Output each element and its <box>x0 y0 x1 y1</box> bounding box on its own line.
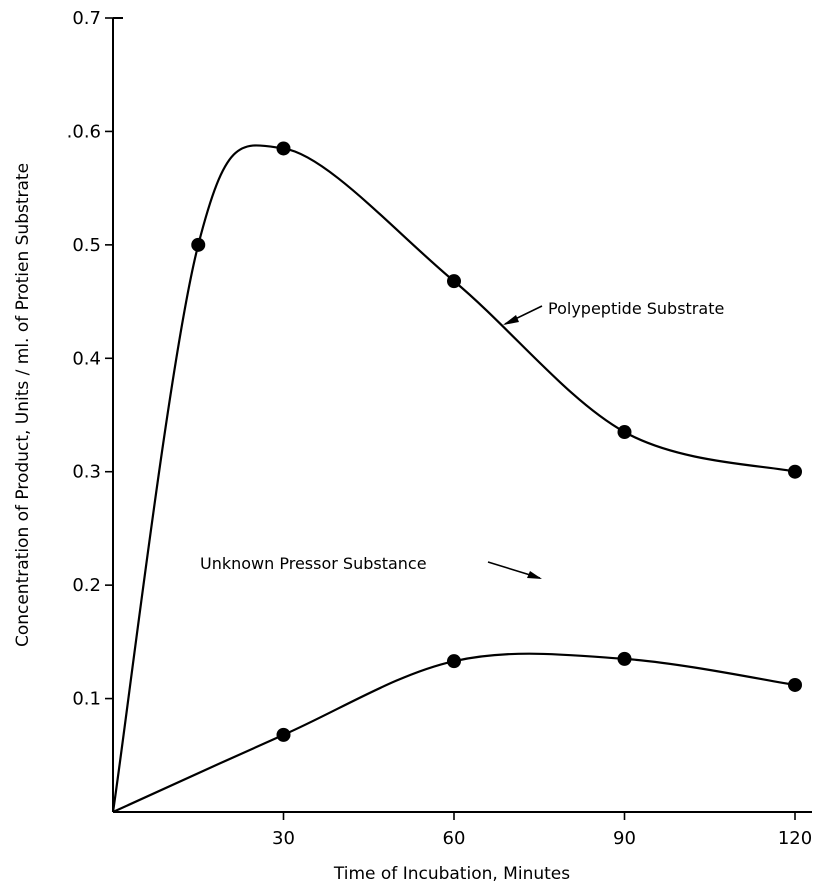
annotation-unknown-pressor-substance: Unknown Pressor Substance <box>200 554 427 573</box>
data-point-s1-2 <box>447 654 461 669</box>
annotation-arrowhead-unknown-pressor <box>527 571 542 579</box>
data-point-s0-2 <box>276 141 291 156</box>
data-point-s1-3 <box>617 651 632 666</box>
y-tick-label-0.6: .0.6 <box>67 121 101 142</box>
series-line-1 <box>112 652 796 814</box>
y-tick-label-0.2: 0.2 <box>72 575 101 596</box>
data-point-s0-3 <box>447 274 461 289</box>
data-point-s0-5 <box>788 464 802 479</box>
x-tick-label-60: 60 <box>443 828 466 849</box>
axes <box>112 17 812 813</box>
x-tick-label-120: 120 <box>778 828 812 849</box>
series-lines <box>111 144 796 814</box>
annotations: Polypeptide Substrate Unknown Pressor Su… <box>200 299 724 579</box>
data-point-s1-4 <box>788 677 802 692</box>
data-point-s1-1 <box>276 727 291 742</box>
series-line-0 <box>111 144 796 813</box>
y-tick-label-0.3: 0.3 <box>72 462 101 483</box>
y-tick-label-0.5: 0.5 <box>72 235 101 256</box>
y-tick-label-0.4: 0.4 <box>72 348 101 369</box>
y-tick-label-0.1: 0.1 <box>72 689 101 710</box>
y-tick-label-0.7: 0.7 <box>72 8 101 29</box>
y-axis-title: Concentration of Product, Units / ml. of… <box>13 163 33 647</box>
data-point-s0-4 <box>617 425 632 440</box>
ticks: 30 60 90 120 0.1 0.2 0.3 0.4 0.5 .0.6 0.7 <box>67 8 813 849</box>
data-point-s0-1 <box>191 237 206 252</box>
x-tick-label-30: 30 <box>272 828 295 849</box>
x-axis-title: Time of Incubation, Minutes <box>333 864 570 884</box>
annotation-polypeptide-substrate: Polypeptide Substrate <box>548 299 724 318</box>
series-markers <box>191 141 802 742</box>
annotation-arrowhead-polypeptide <box>503 315 519 325</box>
x-tick-label-90: 90 <box>613 828 636 849</box>
